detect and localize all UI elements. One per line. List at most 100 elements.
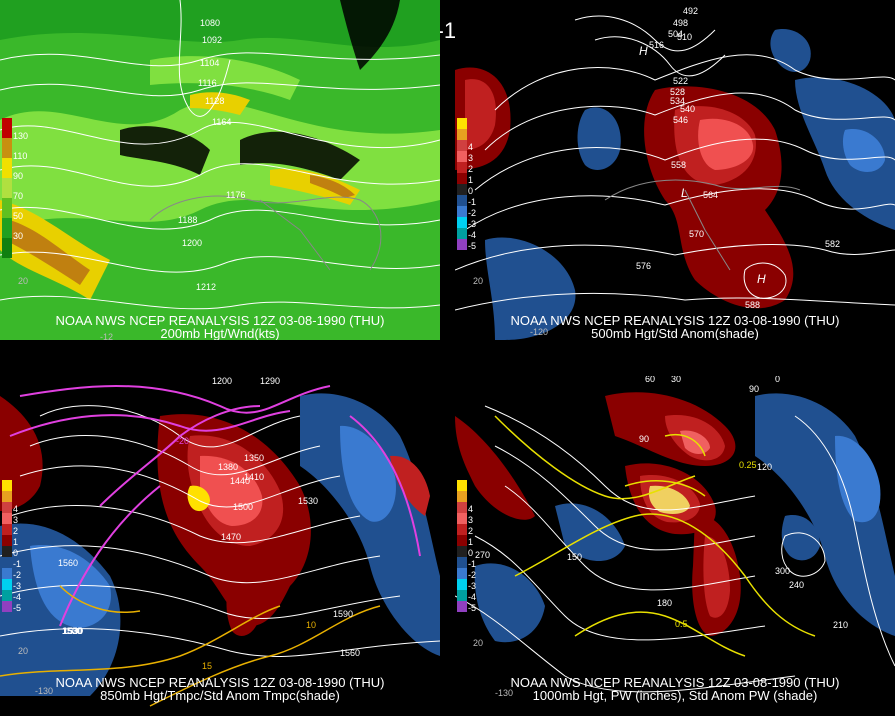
- contour-label: 1530: [63, 626, 84, 636]
- temp-label: -20: [176, 436, 190, 446]
- contour-label: 1560: [58, 558, 79, 568]
- map-850mb-svg: [0, 376, 440, 716]
- panel-850mb: 1290 1200 1350 1380 1410 1440 1470 1500 …: [0, 376, 440, 716]
- contour-label: 30: [671, 376, 682, 384]
- contour-label: 492: [683, 6, 699, 16]
- contour-label: 90: [749, 384, 760, 394]
- contour-label: 528: [670, 87, 686, 97]
- edge-label: -130: [35, 686, 54, 696]
- contour-label: 510: [677, 32, 693, 42]
- panel-200mb: 1080 1092 1104 1116 1128 1164 1176 1188 …: [0, 0, 440, 340]
- panel-header: NOAA NWS NCEP REANALYSIS 12Z 03-08-1990 …: [55, 675, 385, 690]
- edge-label: -120: [530, 327, 549, 337]
- contour-label: 1530: [62, 626, 83, 636]
- edge-label: -12: [100, 332, 114, 340]
- colorbar-label: -5: [468, 603, 477, 613]
- contour-label: 516: [649, 40, 665, 50]
- contour-label: 90: [639, 434, 650, 444]
- contour-label: 1080: [200, 18, 221, 28]
- colorbar-label: 0: [468, 186, 474, 196]
- contour-label: 1350: [244, 453, 265, 463]
- contour-label: 270: [475, 550, 491, 560]
- contour-label: 1530: [62, 626, 83, 636]
- contour-label: 1530: [62, 626, 83, 636]
- colorbar-label: -1: [13, 559, 22, 569]
- contour-label: 504: [668, 29, 684, 39]
- colorbar-label: 4: [13, 504, 19, 514]
- colorbar-label: -2: [468, 570, 477, 580]
- colorbar-label: 0: [13, 548, 19, 558]
- colorbar-label: 1: [468, 537, 474, 547]
- contour-label: 1116: [198, 78, 217, 88]
- contour-label: 540: [680, 104, 696, 114]
- pw-label: 0.25: [739, 460, 757, 470]
- contour-label: 60: [645, 376, 656, 384]
- contour-label: 1500: [62, 626, 83, 636]
- contour-label: 564: [703, 190, 719, 200]
- colorbar-label: -2: [468, 208, 477, 218]
- high-marker: H: [639, 44, 648, 58]
- contour-label: 180: [657, 598, 673, 608]
- colorbar-label: -3: [468, 219, 477, 229]
- colorbar-500mb: 4 3 2 1 0 -1 -2 -3 -4 -5: [457, 118, 497, 258]
- contour-label: 1128: [205, 96, 225, 106]
- contour-label: 300: [775, 566, 791, 576]
- high-marker: H: [757, 272, 766, 286]
- contour-label: 1212: [196, 282, 217, 292]
- colorbar-label: 3: [13, 515, 19, 525]
- colorbar-label: -5: [13, 603, 22, 613]
- contour-label: 558: [671, 160, 687, 170]
- contour-label: 1188: [178, 215, 198, 225]
- map-1000mb-svg: [455, 376, 895, 716]
- contour-label: 534: [670, 96, 686, 106]
- contour-label: 1380: [218, 462, 239, 472]
- map-200mb-svg: [0, 0, 440, 340]
- contour-label: 588: [745, 300, 761, 310]
- contour-label: 1530: [62, 626, 83, 636]
- colorbar-label: 90: [13, 171, 24, 181]
- pw-label: 0.5: [675, 619, 688, 629]
- contour-label: 1560: [340, 648, 361, 658]
- colorbar-label: 4: [468, 504, 474, 514]
- contour-label: 1530: [298, 496, 319, 506]
- contour-label: 498: [673, 18, 689, 28]
- contour-label: 1290: [260, 376, 281, 386]
- colorbar-label: -4: [468, 230, 477, 240]
- colorbar-label: 2: [468, 164, 474, 174]
- contour-label: 210: [833, 620, 849, 630]
- contour-label: 570: [689, 229, 705, 239]
- colorbar-850mb: 4 3 2 1 0 -1 -2 -3 -4 -5: [2, 480, 42, 620]
- contour-label: 1200: [182, 238, 203, 248]
- panel-subtitle: 500mb Hgt/Std Anom(shade): [591, 326, 759, 341]
- contour-label: 120: [757, 462, 773, 472]
- map-500mb-svg: [455, 0, 895, 340]
- panel-500mb: 492 498 504 510 516 522 528 534 540 546 …: [455, 0, 895, 340]
- contour-label: 1530: [63, 626, 84, 636]
- temp-label: 10: [306, 620, 317, 630]
- colorbar-label: 50: [13, 211, 24, 221]
- contour-label: 0: [775, 376, 781, 384]
- contour-label: 546: [673, 115, 689, 125]
- temp-label: 15: [202, 661, 213, 671]
- panel-1000mb: 60 30 0 90 90 120 150 180 210 240 270 30…: [455, 376, 895, 716]
- colorbar-label: 0: [468, 548, 474, 558]
- contour-label: 1530: [63, 626, 84, 636]
- edge-label: 20: [473, 638, 484, 648]
- colorbar-label: -2: [13, 570, 22, 580]
- colorbar-label: 30: [13, 231, 24, 241]
- panel-header: NOAA NWS NCEP REANALYSIS 12Z 03-08-1990 …: [510, 675, 840, 690]
- contour-label: 240: [789, 580, 805, 590]
- edge-label: 20: [473, 276, 484, 286]
- contour-label: 1590: [333, 609, 354, 619]
- contour-label: 150: [567, 552, 583, 562]
- colorbar-label: 3: [468, 153, 474, 163]
- colorbar-label: 110: [13, 151, 28, 161]
- colorbar-label: 1: [468, 175, 474, 185]
- contour-label: 1092: [202, 35, 223, 45]
- colorbar-1000mb: 4 3 2 1 0 -1 -2 -3 -4 -5: [457, 480, 497, 620]
- panel-subtitle: 1000mb Hgt, PW (inches), Std Anom PW (sh…: [532, 688, 818, 703]
- contour-label: 1530: [62, 626, 83, 636]
- colorbar-label: 2: [13, 526, 19, 536]
- colorbar-label: 130: [13, 131, 29, 141]
- panel-subtitle: 200mb Hgt/Wnd(kts): [160, 326, 280, 341]
